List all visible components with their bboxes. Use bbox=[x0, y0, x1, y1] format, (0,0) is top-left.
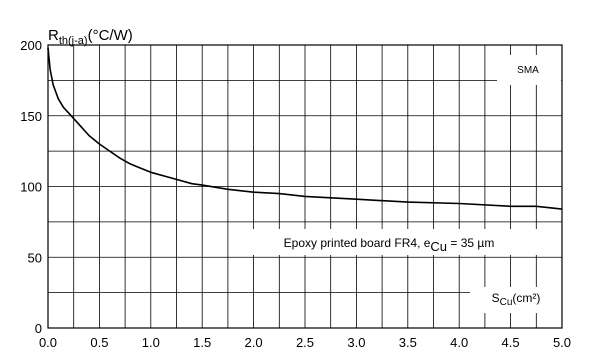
y-tick-label: 200 bbox=[20, 38, 42, 53]
package-label: SMA bbox=[517, 65, 539, 76]
x-tick-label: 5.0 bbox=[553, 335, 571, 350]
x-axis-label-box: SCu(cm²) bbox=[470, 287, 562, 313]
annotation-prefix: Epoxy printed board FR4, e bbox=[284, 236, 431, 250]
series-line-1 bbox=[47, 47, 563, 210]
x-tick-label: 1.5 bbox=[193, 335, 211, 350]
x-axis-label-main: S bbox=[492, 291, 500, 305]
y-tick-label: 0 bbox=[35, 321, 42, 336]
y-axis-label-unit: (°C/W) bbox=[88, 27, 133, 44]
annotation-box: Epoxy printed board FR4, eCu = 35 µm bbox=[237, 229, 541, 255]
y-axis-label: Rth(j-a)(°C/W) bbox=[48, 27, 133, 47]
annotation-suffix: = 35 µm bbox=[447, 236, 494, 250]
y-tick-label: 150 bbox=[20, 109, 42, 124]
y-tick-label: 100 bbox=[20, 180, 42, 195]
x-tick-label: 3.5 bbox=[399, 335, 417, 350]
y-tick-label: 50 bbox=[28, 250, 42, 265]
y-axis-label-main: R bbox=[48, 27, 59, 44]
x-axis-label: SCu(cm²) bbox=[492, 291, 541, 308]
y-axis-label-sub: th(j-a) bbox=[59, 35, 88, 47]
x-axis-label-sub: Cu bbox=[500, 297, 513, 308]
x-tick-label: 0.0 bbox=[39, 335, 57, 350]
curve-layer bbox=[47, 47, 563, 210]
x-tick-label: 0.5 bbox=[90, 335, 108, 350]
x-tick-label: 2.5 bbox=[296, 335, 314, 350]
annotation-sub: Cu bbox=[430, 239, 447, 254]
annotation-text: Epoxy printed board FR4, eCu = 35 µm bbox=[284, 236, 495, 254]
tick-labels: 0.0 0.5 1.0 1.5 2.0 2.5 3.0 3.5 4.0 4.5 5.0 0 50 100 1… bbox=[20, 38, 571, 350]
x-tick-label: 1.0 bbox=[142, 335, 160, 350]
x-tick-label: 4.5 bbox=[502, 335, 520, 350]
plot-frame bbox=[47, 44, 563, 329]
package-label-box: SMA bbox=[497, 55, 561, 85]
grid bbox=[48, 45, 562, 328]
x-tick-label: 2.0 bbox=[245, 335, 263, 350]
x-tick-label: 4.0 bbox=[450, 335, 468, 350]
x-tick-label: 3.0 bbox=[347, 335, 365, 350]
x-axis-label-unit: (cm²) bbox=[512, 291, 540, 305]
